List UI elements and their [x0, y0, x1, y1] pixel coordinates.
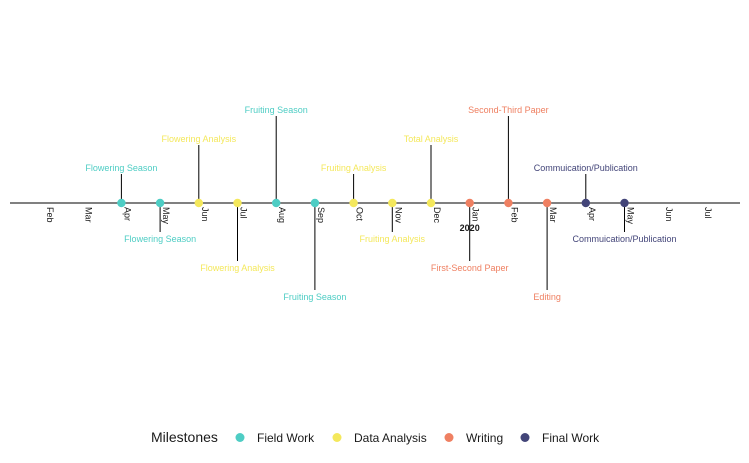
year-label: 2020	[460, 223, 480, 233]
event-label: Flowering Season	[124, 234, 196, 244]
legend: Milestones Field Work Data Analysis Writin…	[151, 429, 600, 445]
event-label: Fruiting Analysis	[321, 163, 387, 173]
event-point	[465, 198, 474, 208]
month-tick-label: Apr	[122, 207, 132, 221]
event-point	[504, 198, 513, 208]
event-label: Fruiting Season	[245, 105, 308, 115]
event-point	[349, 198, 358, 208]
stem-layer	[120, 116, 625, 290]
month-tick-label: Mar	[84, 207, 94, 223]
event-label: First-Second Paper	[431, 263, 509, 273]
event-label: Commuication/Publication	[534, 163, 638, 173]
event-point	[117, 198, 126, 208]
event-point	[155, 198, 165, 208]
event-label: Flowering Analysis	[200, 263, 275, 273]
month-tick-layer: Feb Mar Apr May Jun Jul Aug Sep Oct Nov Dec Jan Feb M…	[45, 207, 713, 233]
month-tick-label: Aug	[277, 207, 287, 223]
event-label: Second-Third Paper	[468, 105, 549, 115]
point-layer	[117, 198, 629, 208]
event-point	[272, 198, 281, 208]
event-label-layer: Flowering Season Flowering Season Flowerin…	[85, 105, 676, 302]
legend-swatch	[444, 433, 454, 442]
event-label: Total Analysis	[404, 134, 459, 144]
month-tick-label: May	[161, 207, 171, 225]
month-tick-label: Sep	[316, 207, 326, 223]
event-label: Fruiting Analysis	[360, 234, 426, 244]
event-point	[426, 198, 436, 208]
event-point	[233, 198, 242, 208]
event-point	[620, 198, 629, 208]
event-point	[581, 198, 590, 208]
month-tick-label: Jan	[471, 207, 481, 222]
legend-swatch	[332, 433, 342, 442]
month-tick-label: Feb	[45, 207, 55, 223]
month-tick-label: Mar	[548, 207, 558, 223]
month-tick-label: Jun	[664, 207, 674, 222]
event-point	[542, 198, 552, 208]
event-label: Flowering Season	[85, 163, 157, 173]
month-tick-label: May	[626, 207, 636, 225]
month-tick-label: Nov	[393, 207, 403, 224]
legend-swatch	[235, 433, 245, 442]
legend-entry: Writing	[466, 431, 503, 445]
month-tick-label: Jun	[200, 207, 210, 222]
legend-title: Milestones	[151, 429, 218, 445]
event-point	[310, 198, 320, 208]
month-tick-label: Apr	[587, 207, 597, 221]
month-tick-label: Dec	[432, 207, 442, 224]
event-point	[194, 198, 203, 208]
event-label: Flowering Analysis	[162, 134, 237, 144]
month-tick-label: Feb	[509, 207, 519, 223]
month-tick-label: Oct	[355, 207, 365, 222]
month-tick-label: Jul	[239, 207, 249, 219]
legend-swatch	[520, 433, 530, 442]
event-point	[388, 198, 397, 208]
event-label: Editing	[533, 292, 561, 302]
legend-entry: Data Analysis	[354, 431, 427, 445]
legend-entry: Field Work	[257, 431, 315, 445]
legend-entry: Final Work	[542, 431, 600, 445]
event-label: Fruiting Season	[283, 292, 346, 302]
event-label: Commuication/Publication	[572, 234, 676, 244]
month-tick-label: Jul	[703, 207, 713, 219]
